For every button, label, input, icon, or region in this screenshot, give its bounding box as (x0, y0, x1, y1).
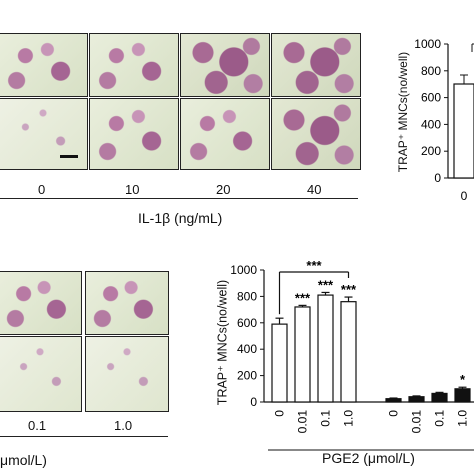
bottom-chart-ytick-label: 800 (237, 289, 257, 303)
top-dose-label-10: 10 (125, 182, 140, 197)
micrograph-top-20-b (180, 98, 270, 170)
bottom-dose-axis (0, 436, 168, 437)
top-chart-ytick-label: 200 (421, 144, 441, 158)
bottom-dose-label-0: 0.1 (28, 418, 47, 433)
scale-bar (60, 155, 78, 158)
micrograph-top-10-a (89, 33, 179, 97)
x-tick-label: 0 (273, 410, 287, 417)
x-tick-label: 0.1 (319, 410, 333, 427)
x-tick-label: 0 (387, 410, 401, 417)
bottom-chart-ytick-label: 400 (237, 342, 257, 356)
bottom-chart-ytick-label: 0 (250, 395, 257, 409)
x-tick-label: 0.01 (410, 410, 424, 434)
micrograph-top-10-b (89, 98, 179, 170)
significance-label: *** (295, 290, 311, 305)
top-chart-ylabel: TRAP⁺ MNCs(no/well) (396, 51, 410, 173)
top-dose-label-0: 0 (38, 182, 46, 197)
micrograph-top-20-a (180, 33, 270, 97)
x-tick-label: 1.0 (342, 410, 356, 427)
bottom-chart-xlabel: PGE2 (μmol/L) (322, 450, 415, 466)
bar (454, 388, 471, 403)
bar (385, 398, 402, 403)
top-chart-ytick-label: 0 (434, 171, 441, 185)
x-tick-label: 0.1 (433, 410, 447, 427)
top-dose-label-40: 40 (307, 182, 322, 197)
x-tick-label: 1.0 (456, 410, 470, 427)
micrograph-top-0-a (0, 33, 88, 97)
micrograph-top-40-b (271, 98, 361, 170)
bar (294, 306, 311, 403)
top-dose-axis (0, 198, 358, 199)
bottom-xlabel-fragment: μmol/L) (0, 452, 47, 468)
bar (340, 301, 357, 403)
top-chart-yticks: 0 200 400 600 800 1000 (414, 37, 448, 185)
top-chart-ytick-label: 400 (421, 117, 441, 131)
micrograph-top-0-b (0, 98, 88, 170)
top-chart-ytick-label: 600 (421, 91, 441, 105)
bar (317, 294, 334, 403)
bar (431, 392, 448, 403)
x-tick-label: 0.01 (296, 410, 310, 434)
micrograph-bottom-a2 (0, 336, 82, 412)
bottom-chart-ytick-label: 600 (237, 316, 257, 330)
top-chart-ytick-label: 800 (421, 64, 441, 78)
top-dose-label-20: 20 (216, 182, 231, 197)
significance-label: * (460, 372, 466, 387)
significance-label: *** (318, 277, 334, 292)
micrograph-bottom-a1 (0, 271, 82, 335)
significance-label: *** (341, 282, 357, 297)
bottom-bar-chart: 0 200 400 600 800 1000 0 *** 0.01 *** 0.1 *** 1.0 0 0.… (230, 258, 474, 451)
micrograph-top-40-a (271, 33, 361, 97)
top-chart-bar-0 (453, 83, 474, 179)
bottom-chart-ytick-label: 1000 (230, 263, 257, 277)
micrograph-bottom-b1 (85, 271, 169, 335)
bar (271, 323, 288, 403)
bottom-chart-ytick-label: 200 (237, 369, 257, 383)
significance-bracket-label: *** (306, 258, 322, 273)
bottom-dose-label-1: 1.0 (114, 418, 133, 433)
top-right-chart: 0 200 400 600 800 1000 0 (414, 37, 474, 203)
micrograph-bottom-b2 (85, 336, 169, 412)
top-xlabel: IL-1β (ng/mL) (138, 210, 223, 226)
bar (408, 396, 425, 403)
top-chart-ytick-label: 1000 (414, 37, 441, 51)
top-chart-x-tick-0: 0 (461, 189, 468, 203)
